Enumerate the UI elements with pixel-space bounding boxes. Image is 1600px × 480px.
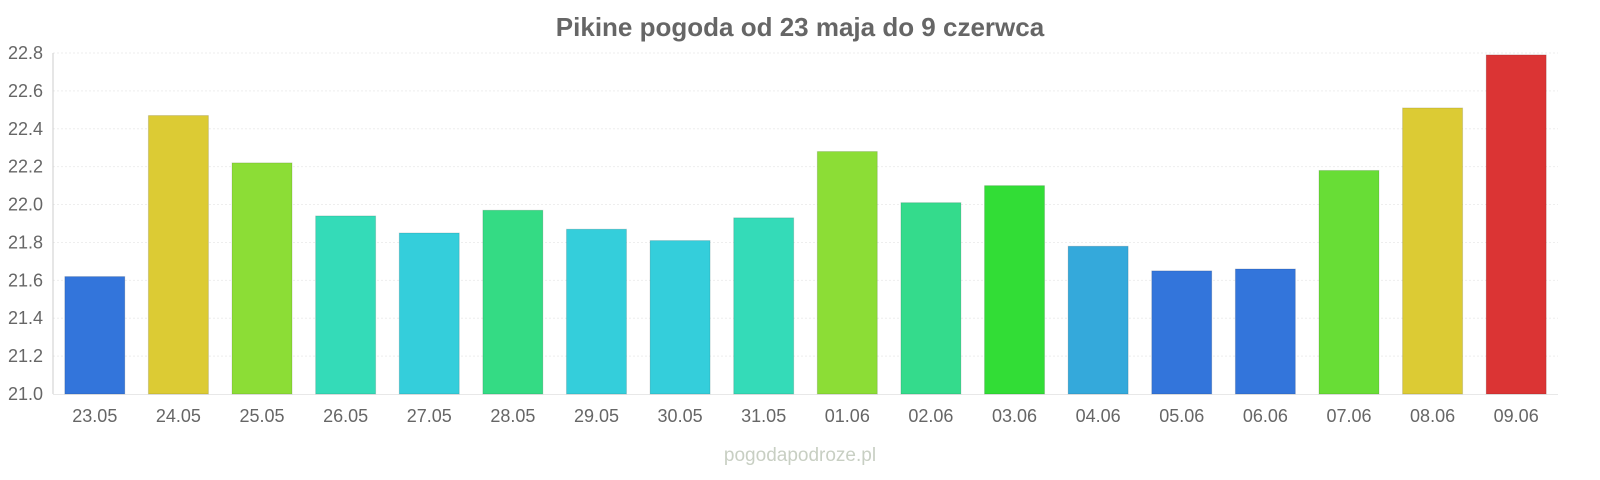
y-tick-label: 21.2 <box>8 346 43 366</box>
x-tick-label: 23.05 <box>72 406 117 426</box>
y-tick-label: 22.8 <box>8 43 43 63</box>
x-tick-label: 04.06 <box>1076 406 1121 426</box>
x-tick-label: 06.06 <box>1243 406 1288 426</box>
x-tick-label: 03.06 <box>992 406 1037 426</box>
bar-31.05 <box>733 217 795 395</box>
x-tick-label: 28.05 <box>490 406 535 426</box>
grid-lines <box>53 52 1558 357</box>
watermark: pogodapodroze.pl <box>724 445 876 466</box>
bar-04.06 <box>1067 245 1129 395</box>
y-tick-label: 22.4 <box>8 119 43 139</box>
x-tick-label: 26.05 <box>323 406 368 426</box>
x-tick-label: 08.06 <box>1410 406 1455 426</box>
x-tick-label: 29.05 <box>574 406 619 426</box>
bar-29.05 <box>565 228 627 395</box>
bar-24.05 <box>147 115 209 395</box>
chart-title: Pikine pogoda od 23 maja do 9 czerwca <box>556 12 1045 42</box>
bar-06.06 <box>1234 268 1296 395</box>
x-tick-label: 05.06 <box>1159 406 1204 426</box>
x-tick-label: 25.05 <box>240 406 285 426</box>
bars <box>64 54 1547 395</box>
x-tick-label: 27.05 <box>407 406 452 426</box>
y-axis: 21.0 21.2 21.4 21.6 21.8 22.0 22.2 22.4 22.6 22.8 <box>8 43 1558 404</box>
bar-08.06 <box>1402 107 1464 395</box>
bar-05.06 <box>1151 270 1213 395</box>
y-tick-label: 21.0 <box>8 384 43 404</box>
bar-26.05 <box>315 215 377 395</box>
bar-02.06 <box>900 202 962 395</box>
bar-01.06 <box>816 151 878 395</box>
y-tick-label: 22.2 <box>8 157 43 177</box>
bar-03.06 <box>984 185 1046 395</box>
bar-28.05 <box>482 209 544 395</box>
x-tick-label: 09.06 <box>1494 406 1539 426</box>
x-tick-label: 07.06 <box>1326 406 1371 426</box>
bar-25.05 <box>231 162 293 395</box>
x-tick-label: 31.05 <box>741 406 786 426</box>
bar-07.06 <box>1318 169 1380 395</box>
y-tick-label: 21.4 <box>8 308 43 328</box>
x-tick-label: 01.06 <box>825 406 870 426</box>
x-axis: 23.05 24.05 25.05 26.05 27.05 28.05 29.05 30.05… <box>72 406 1538 426</box>
bar-30.05 <box>649 240 711 395</box>
y-tick-label: 21.6 <box>8 270 43 290</box>
bar-27.05 <box>398 232 460 395</box>
x-tick-label: 24.05 <box>156 406 201 426</box>
x-tick-label: 30.05 <box>658 406 703 426</box>
y-tick-label: 22.6 <box>8 81 43 101</box>
bar-23.05 <box>64 276 126 395</box>
x-tick-label: 02.06 <box>908 406 953 426</box>
y-tick-label: 22.0 <box>8 195 43 215</box>
y-tick-label: 21.8 <box>8 232 43 252</box>
bar-09.06 <box>1485 54 1547 395</box>
